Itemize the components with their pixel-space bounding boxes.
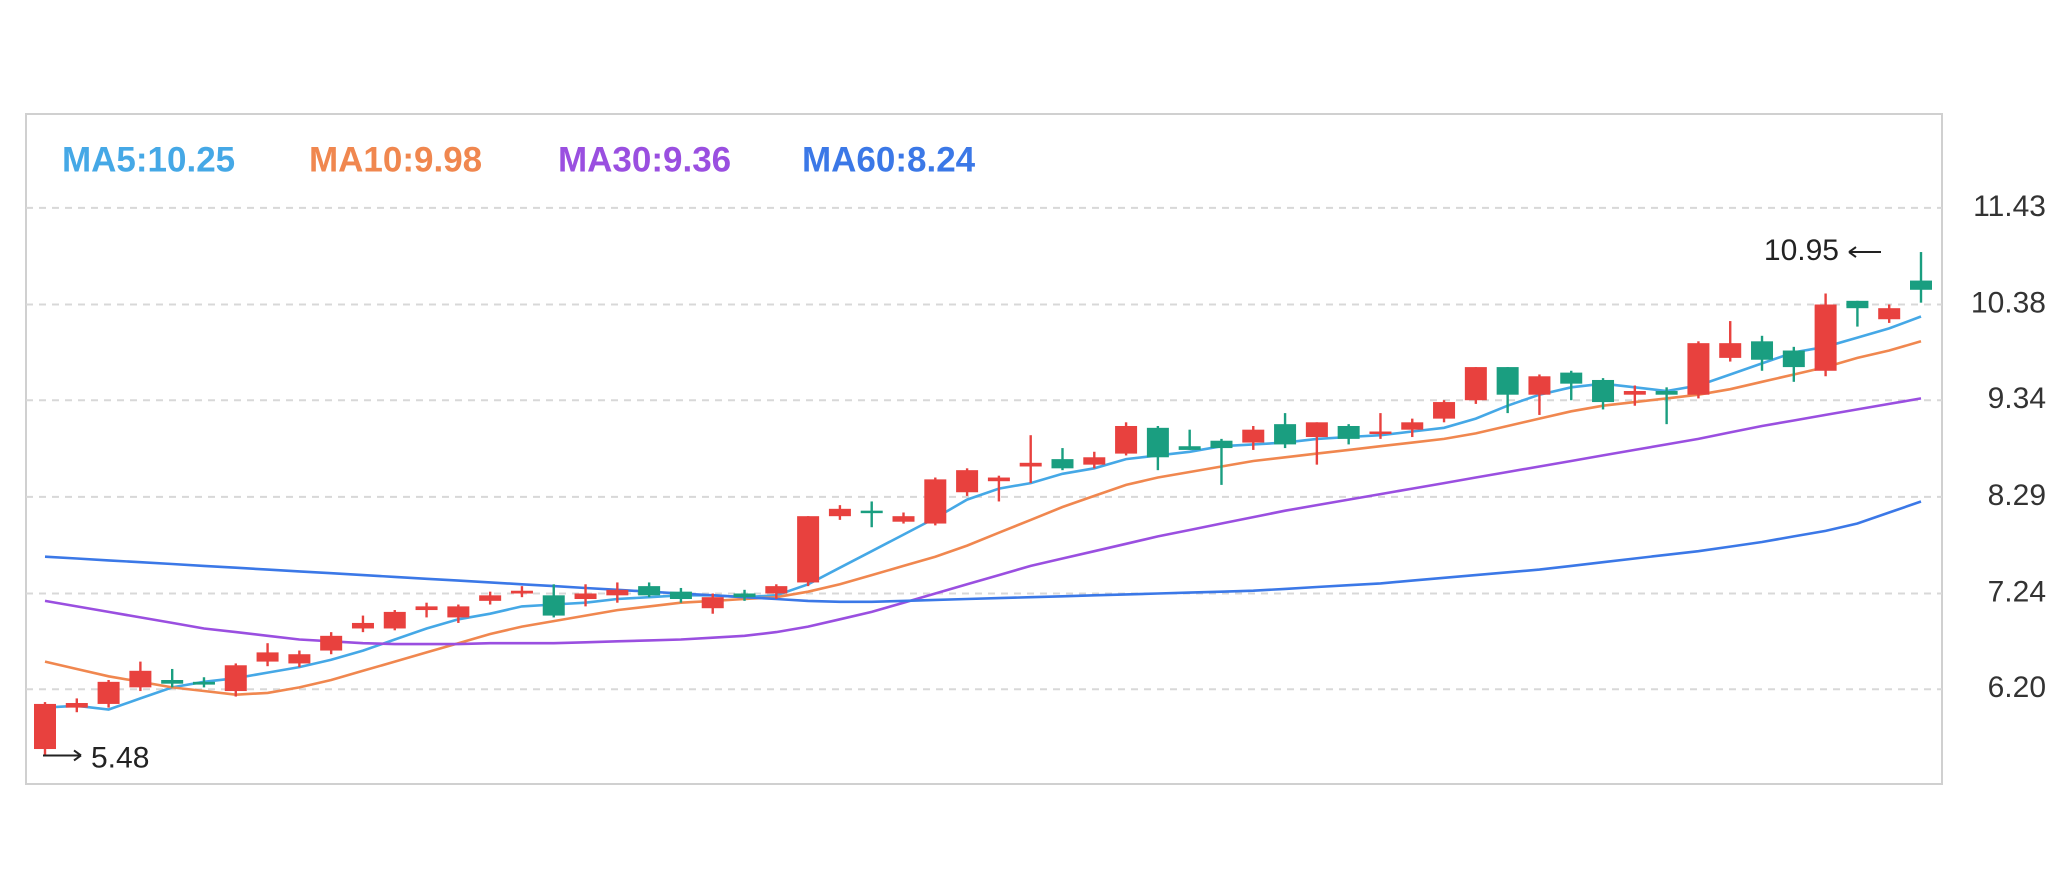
candle-body [1178,446,1201,450]
candle-body [192,681,215,685]
candle-body [765,586,788,594]
candle-body [97,681,120,704]
max-label: 10.95 [1764,234,1839,267]
candle-body [1083,457,1106,465]
candle-body [1528,376,1551,395]
candle-body [1242,429,1265,443]
candle-body [797,516,820,583]
candle-body [224,665,247,692]
labels: 6.20 7.24 8.29 9.34 10.38 11.43 MA5:10.25 MA10:… [43,140,2046,774]
legend-entry: MA10:9.98 [309,140,482,179]
candle-body [288,654,311,664]
candle-body [1719,343,1742,358]
candle-body [1560,372,1583,384]
candle-body [542,595,565,616]
candle-body [860,510,883,514]
candle-body [1051,459,1074,469]
candle-body [987,477,1010,482]
candle-body [1910,280,1932,290]
candle-body [828,508,851,517]
candle-body [1019,462,1042,467]
y-tick-label: 11.43 [1973,190,2046,223]
candle-body [701,597,724,609]
candle-body [1146,427,1169,458]
candle-body [1751,341,1774,360]
ma-line [44,500,1922,604]
max-arrow [1848,246,1881,258]
min-arrow [43,749,82,762]
candle-body [34,703,56,750]
candle-body [1337,425,1360,439]
candle-body [1623,391,1646,395]
candle-body [924,479,947,524]
min-label: 5.48 [91,741,149,774]
candle-body [1401,422,1424,430]
y-tick-label: 7.24 [1988,575,2046,608]
candle-body [1592,379,1615,403]
candle-body [1496,367,1519,395]
candle-body [1115,425,1138,454]
candle-body [1655,391,1678,395]
candle-body [1687,343,1710,395]
y-tick-label: 9.34 [1988,382,2046,415]
candle-body [574,593,597,600]
candle-body [1369,431,1392,435]
candle-body [1846,300,1869,309]
candle-body [415,606,438,611]
candle-body [1305,422,1328,438]
candle-body [447,606,470,618]
y-tick-label: 10.38 [1971,286,2046,319]
y-tick-label: 6.20 [1988,671,2046,704]
candle-body [1433,402,1456,419]
candle-body [65,703,88,708]
candle-body [351,622,374,629]
candle-body [669,591,692,600]
legend-entry: MA30:9.36 [558,140,731,179]
candle-body [1464,367,1487,401]
candle-body [892,516,915,522]
candle-body [638,586,661,596]
candle-body [1814,304,1837,371]
candle-body [956,470,979,493]
candle-body [129,670,152,688]
plot-frame [25,113,1943,785]
candle-body [606,589,629,596]
legend-entry: MA5:10.25 [62,140,235,179]
candle-body [161,680,184,684]
candle-body [479,595,502,601]
candles [34,252,1932,756]
y-tick-label: 8.29 [1988,479,2046,512]
candle-body [256,652,279,662]
candle-body [1210,440,1233,449]
candle-body [510,590,533,594]
candle-body [383,611,406,629]
candle-body [1782,350,1805,368]
ma-line [44,340,1922,697]
candle-body [320,635,343,651]
candle-body [1274,424,1297,445]
ma-line [44,397,1922,646]
candle-body [733,593,756,598]
candle-body [1878,308,1901,320]
legend-entry: MA60:8.24 [802,140,976,179]
